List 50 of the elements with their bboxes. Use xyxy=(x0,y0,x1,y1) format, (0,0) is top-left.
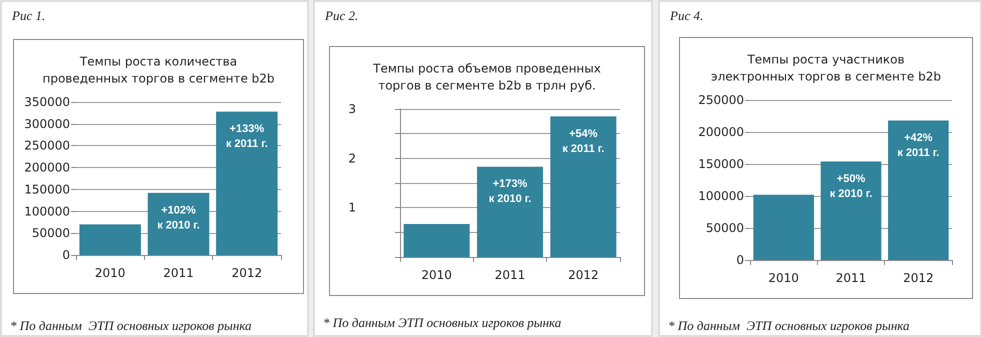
y-tick-label: 50000 xyxy=(32,226,70,240)
x-tick-label: 2010 xyxy=(94,266,126,280)
y-tick-label: 200000 xyxy=(698,125,744,139)
bar xyxy=(148,192,210,255)
annotation: +42% к 2011 г. xyxy=(897,132,940,159)
x-tick-label: 2011 xyxy=(163,266,194,280)
y-tick-label: 150000 xyxy=(698,157,744,171)
y-tick-label: 350000 xyxy=(24,95,70,109)
bar xyxy=(888,120,949,260)
x-tick-label: 2012 xyxy=(568,268,599,282)
x-tick-label: 2011 xyxy=(494,268,526,282)
chart-subtitle: Рис 4. xyxy=(670,8,704,24)
y-tick-label: 250000 xyxy=(24,138,70,153)
x-tick-label: 2011 xyxy=(836,271,866,285)
y-tick-label: 0 xyxy=(736,253,744,267)
bar xyxy=(820,161,882,260)
chart-title: Темпы роста объемов проведенных торгов в сегменте b2b в трлн руб. xyxy=(372,62,601,92)
bar xyxy=(477,166,543,257)
bar xyxy=(404,224,470,257)
bar xyxy=(216,112,278,255)
annotation: +50% к 2010 г. xyxy=(830,172,872,200)
y-tick-label: 200000 xyxy=(24,160,70,175)
bar xyxy=(550,116,616,257)
bar xyxy=(79,224,141,255)
y-tick-label: 1 xyxy=(348,200,356,215)
y-tick-label: 250000 xyxy=(698,93,744,107)
bar xyxy=(753,194,814,260)
x-tick-label: 2012 xyxy=(903,271,934,285)
text: * По данным ЭТП основных игроков рынка xyxy=(323,315,562,331)
y-tick-label: 3 xyxy=(348,102,356,116)
y-tick-label: 150000 xyxy=(24,182,70,196)
y-tick-label: 300000 xyxy=(24,116,70,131)
y-tick-label: 100000 xyxy=(698,189,744,203)
x-tick-label: 2012 xyxy=(232,266,262,280)
chart-title: Темпы роста количества проведенных торгов в сегменте b2b xyxy=(42,54,275,86)
text: * По данным ЭТП основных игроков рынка xyxy=(668,318,910,334)
y-tick-label: 2 xyxy=(348,151,356,166)
annotation: +102% к 2010 г. xyxy=(157,204,200,232)
chart-title: Темпы роста участников электронных торгов в сегменте b2b xyxy=(711,52,941,84)
x-tick-label: 2010 xyxy=(421,268,452,282)
text: * По данным ЭТП основных игроков рынка xyxy=(10,318,252,334)
y-tick-label: 0 xyxy=(62,248,70,262)
annotation: +133% к 2011 г. xyxy=(226,123,268,150)
annotation: +54% к 2011 г. xyxy=(562,128,604,155)
x-tick-label: 2010 xyxy=(768,271,799,285)
y-tick-label: 50000 xyxy=(706,221,744,235)
chart-subtitle: Рис 2. xyxy=(325,8,358,24)
chart-subtitle: Рис 1. xyxy=(12,8,46,24)
y-tick-label: 100000 xyxy=(24,204,70,218)
annotation: +173% к 2010 г. xyxy=(488,178,532,206)
